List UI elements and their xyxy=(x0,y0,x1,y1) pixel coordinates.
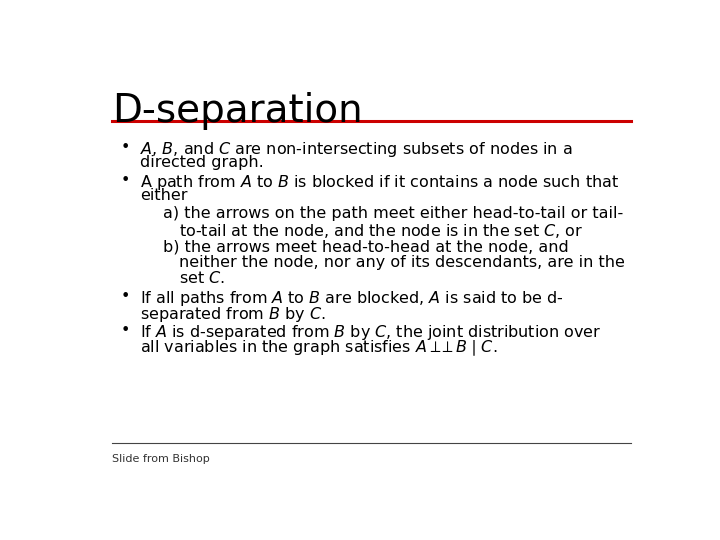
Text: •: • xyxy=(121,323,130,339)
Text: neither the node, nor any of its descendants, are in the: neither the node, nor any of its descend… xyxy=(179,255,625,270)
Text: directed graph.: directed graph. xyxy=(140,155,264,170)
Text: set $C$.: set $C$. xyxy=(179,270,225,286)
Text: a) the arrows on the path meet either head-to-tail or tail-: a) the arrows on the path meet either he… xyxy=(163,206,623,221)
Text: $A$, $B$, and $C$ are non-intersecting subsets of nodes in a: $A$, $B$, and $C$ are non-intersecting s… xyxy=(140,140,572,159)
Text: all variables in the graph satisfies $A \perp\!\!\perp B \mid C$.: all variables in the graph satisfies $A … xyxy=(140,339,498,359)
Text: b) the arrows meet head-to-head at the node, and: b) the arrows meet head-to-head at the n… xyxy=(163,239,568,254)
Text: D-separation: D-separation xyxy=(112,92,363,130)
Text: Slide from Bishop: Slide from Bishop xyxy=(112,454,210,463)
Text: to-tail at the node, and the node is in the set $C$, or: to-tail at the node, and the node is in … xyxy=(179,221,584,240)
Text: •: • xyxy=(121,289,130,305)
Text: separated from $B$ by $C$.: separated from $B$ by $C$. xyxy=(140,305,326,323)
Text: either: either xyxy=(140,188,188,203)
Text: •: • xyxy=(121,173,130,188)
Text: If $A$ is d-separated from $B$ by $C$, the joint distribution over: If $A$ is d-separated from $B$ by $C$, t… xyxy=(140,323,602,342)
Text: A path from $A$ to $B$ is blocked if it contains a node such that: A path from $A$ to $B$ is blocked if it … xyxy=(140,173,619,192)
Text: If all paths from $A$ to $B$ are blocked, $A$ is said to be d-: If all paths from $A$ to $B$ are blocked… xyxy=(140,289,564,308)
Text: •: • xyxy=(121,140,130,154)
